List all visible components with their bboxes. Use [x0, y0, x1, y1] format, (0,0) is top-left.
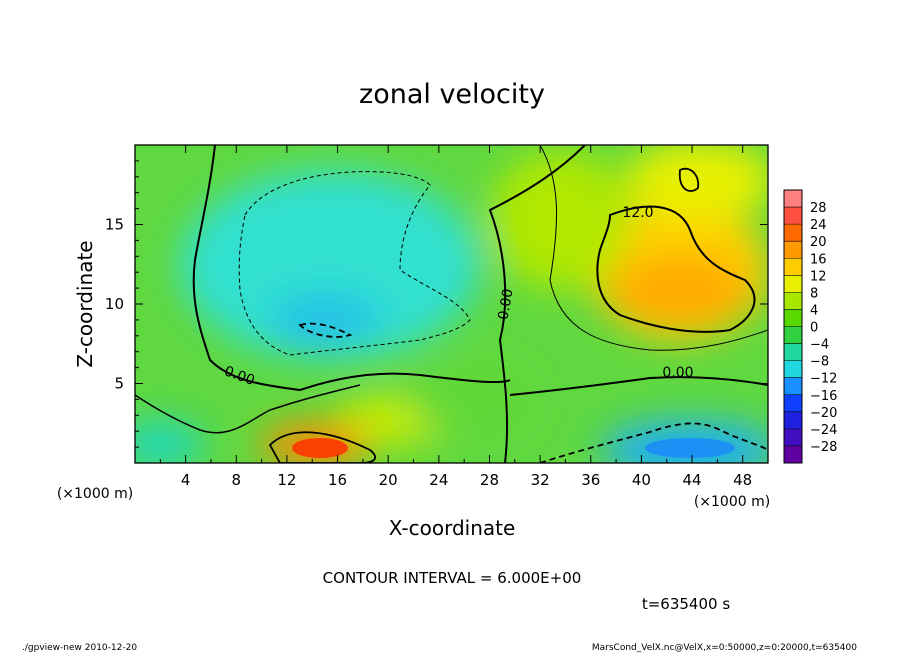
colorbar-swatch: [784, 190, 802, 208]
heat-field: [135, 145, 768, 463]
colorbar-swatch: [784, 241, 802, 259]
footer-left: ./gpview-new 2010-12-20: [22, 643, 137, 653]
x-tick-label: 16: [328, 471, 347, 489]
colorbar-swatch: [784, 258, 802, 276]
field-yellowgreen-right: [490, 150, 630, 290]
field-orange-core: [610, 255, 750, 325]
colorbar-swatch: [784, 411, 802, 430]
field-red-core: [292, 438, 348, 458]
contour-small-loop: [678, 167, 700, 192]
contour-neg-bottomright: [539, 422, 768, 463]
colorbar-swatch: [784, 445, 802, 464]
colorbar-tick-label: −12: [810, 372, 837, 387]
plot-area: [135, 145, 768, 463]
y-axis: 5 10 15: [105, 160, 768, 448]
chart-title: zonal velocity: [359, 79, 545, 110]
colorbar-tick-label: 4: [810, 303, 818, 318]
colorbar-tick-label: 8: [810, 286, 818, 301]
colorbar: 28 24 20 16 12 8 4 0 −4 −8 −12 −16 −20 −24 −28: [783, 189, 837, 464]
x-tick-label: 20: [379, 471, 398, 489]
colorbar-tick-label: −4: [810, 338, 829, 353]
footer-right: MarsCond_VelX.nc@VelX,x=0:50000,z=0:2000…: [592, 643, 857, 653]
x-tick-label: 8: [232, 471, 242, 489]
x-axis: 4 8 12 16 20 24 28 32 36 40 44 48: [159, 145, 752, 489]
x-tick-label: 24: [429, 471, 448, 489]
colorbar-swatch: [784, 326, 802, 345]
x-tick-label: 48: [733, 471, 752, 489]
colorbar-tick-label: 16: [810, 252, 827, 267]
contour-zero-bottomleft: [135, 384, 361, 434]
colorbar-tick-label: 0: [810, 321, 818, 336]
field-cyan-bottomleft: [135, 420, 205, 463]
colorbar-tick-label: −16: [810, 389, 837, 404]
contour-twelve: [596, 205, 756, 333]
x-tick-label: 40: [632, 471, 651, 489]
x-axis-label: X-coordinate: [389, 516, 516, 540]
contour-lines: [135, 145, 768, 463]
y-tick-label: 5: [114, 375, 124, 393]
colorbar-tick-label: 12: [810, 269, 827, 284]
contour-zero-left: [192, 145, 511, 392]
x-tick-label: 28: [480, 471, 499, 489]
y-tick-label: 15: [105, 216, 124, 234]
colorbar-tick-label: −20: [810, 406, 837, 421]
colorbar-tick-label: 20: [810, 235, 827, 250]
colorbar-swatch: [784, 207, 802, 225]
colorbar-tick-label: −28: [810, 440, 837, 455]
colorbar-swatch: [784, 343, 802, 362]
contour-zero-center: [488, 145, 586, 463]
contour-label-2: 0.00: [662, 365, 693, 381]
colorbar-tick-label: 28: [810, 201, 827, 216]
contour-zero-right: [509, 376, 768, 396]
contour-interval-text: CONTOUR INTERVAL = 6.000E+00: [323, 569, 582, 587]
x-tick-label: 36: [581, 471, 600, 489]
time-label: t=635400 s: [642, 595, 730, 613]
colorbar-tick-label: 24: [810, 218, 827, 233]
contour-neg-six: [298, 322, 353, 338]
field-blue-core: [645, 438, 735, 458]
y-tick-label: 10: [105, 295, 124, 313]
field-yellow-top: [625, 145, 768, 220]
field-cyan-region: [180, 170, 480, 360]
x-tick-label: 44: [682, 471, 701, 489]
colorbar-swatch: [784, 292, 802, 310]
colorbar-swatch: [784, 394, 802, 413]
colorbar-swatch: [784, 360, 802, 379]
colorbar-tick-label: −8: [810, 355, 829, 370]
x-tick-label: 4: [181, 471, 191, 489]
colorbar-swatch: [784, 275, 802, 293]
colorbar-swatch: [784, 309, 802, 327]
colorbar-swatch: [784, 428, 802, 447]
colorbar-swatch: [784, 377, 802, 396]
contour-label-1: 0.00: [495, 288, 516, 321]
contour-label-3: 12.0: [622, 205, 653, 221]
x-unit-left: (×1000 m): [57, 486, 133, 502]
colorbar-tick-label: −24: [810, 423, 837, 438]
field-cyan-core: [270, 295, 380, 345]
y-axis-label: Z-coordinate: [73, 240, 97, 367]
colorbar-swatch: [784, 224, 802, 242]
x-unit-right: (×1000 m): [694, 494, 770, 510]
x-tick-label: 12: [277, 471, 296, 489]
x-tick-label: 32: [531, 471, 550, 489]
contour-pos-thin: [539, 145, 768, 351]
